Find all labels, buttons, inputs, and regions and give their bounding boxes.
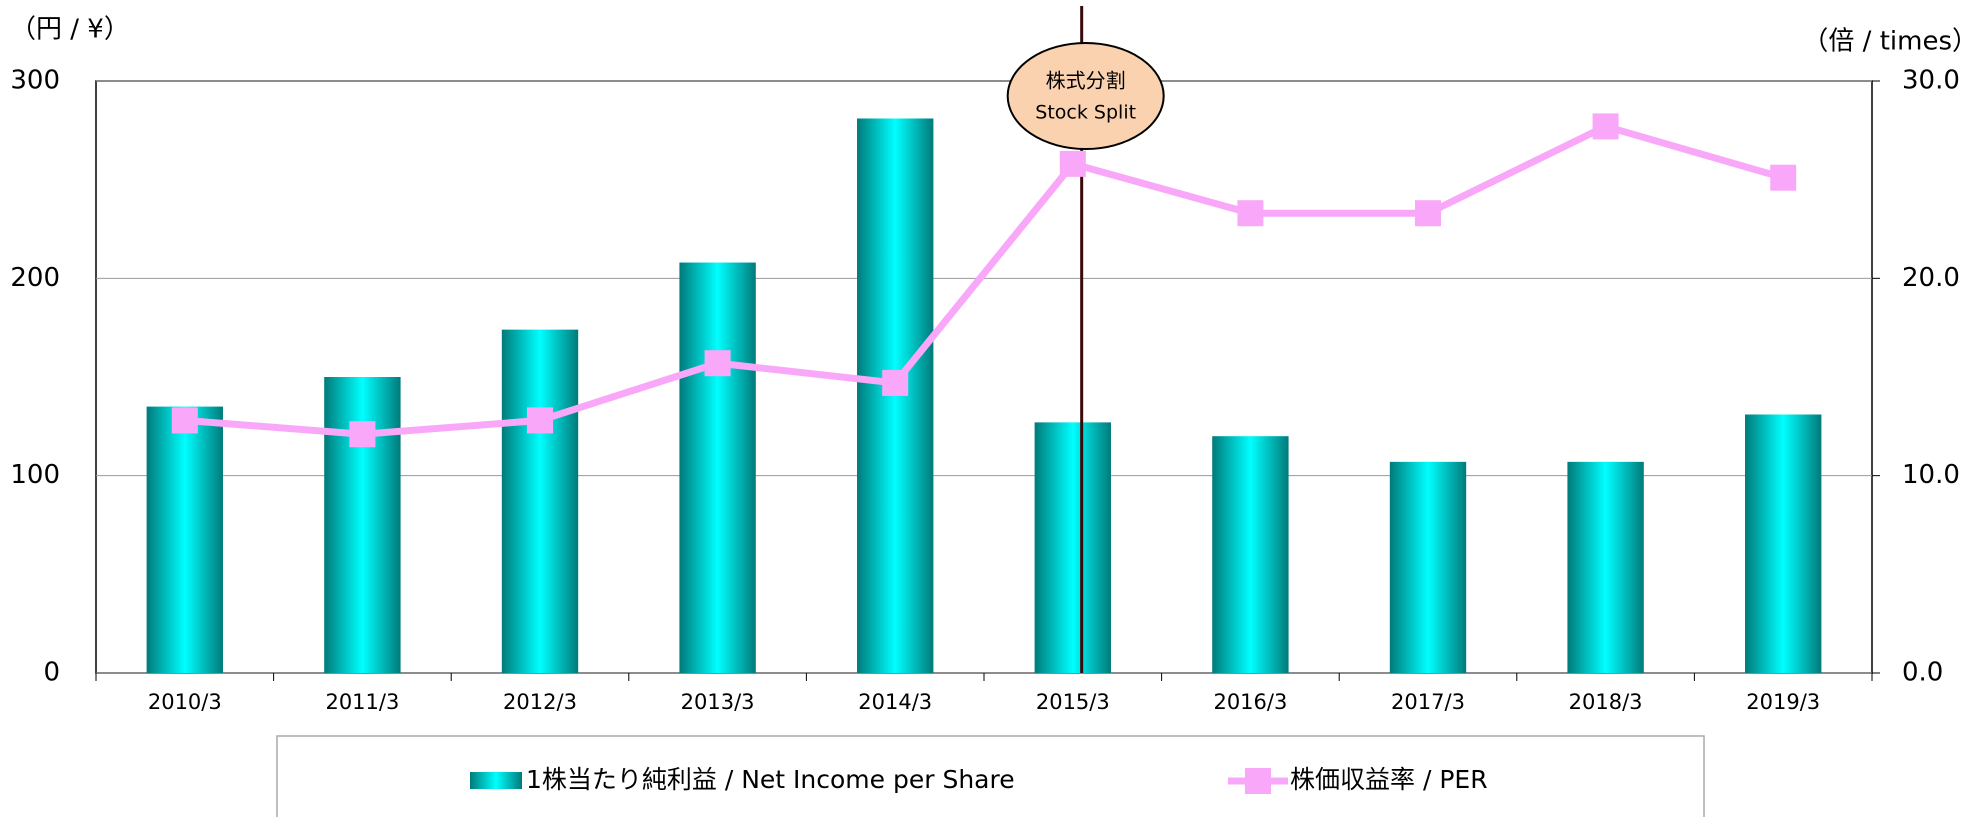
y-tick-label: 0 <box>43 658 60 688</box>
bar <box>1389 461 1467 673</box>
marker <box>704 350 731 377</box>
y2-tick-label: 30.0 <box>1902 66 1960 96</box>
marker <box>171 407 198 434</box>
x-tick-label: 2017/3 <box>1391 690 1465 714</box>
x-tick-label: 2014/3 <box>858 690 932 714</box>
marker <box>1770 164 1797 191</box>
y-tick-label: 300 <box>10 66 60 96</box>
bar <box>679 262 756 673</box>
x-tick-label: 2013/3 <box>681 690 755 714</box>
x-tick-label: 2015/3 <box>1036 690 1110 714</box>
x-tick-label: 2011/3 <box>325 690 399 714</box>
y2-tick-label: 20.0 <box>1902 263 1960 293</box>
y-tick-label: 100 <box>10 460 60 490</box>
y-tick-label: 200 <box>10 263 60 293</box>
x-tick-label: 2012/3 <box>503 690 577 714</box>
y2-unit: （倍 / times） <box>1802 27 1978 57</box>
marker <box>527 407 553 434</box>
line <box>184 122 1785 438</box>
bar <box>1212 436 1289 673</box>
x-tick-label: 2018/3 <box>1569 690 1643 714</box>
annotation: Stock Split <box>1035 102 1136 124</box>
bar <box>1745 414 1822 673</box>
x-tick-label: 2019/3 <box>1746 690 1820 714</box>
bar <box>146 406 223 673</box>
y2-tick-label: 10.0 <box>1902 460 1960 490</box>
legend-label: 株価収益率 / PER <box>1290 765 1488 794</box>
x-tick-label: 2010/3 <box>148 690 222 714</box>
legend-swatch <box>470 772 522 789</box>
legend-swatch <box>1245 768 1271 794</box>
marker <box>1592 113 1619 140</box>
y2-tick-label: 0.0 <box>1902 658 1943 688</box>
marker <box>1415 200 1441 227</box>
bar <box>501 329 579 673</box>
split-badge <box>1006 42 1165 150</box>
x-tick-label: 2016/3 <box>1213 690 1287 714</box>
marker <box>349 421 376 448</box>
marker <box>882 369 909 396</box>
bar <box>1567 461 1644 673</box>
legend-label: 1株当たり純利益 / Net Income per Share <box>526 765 1015 794</box>
annotation: 株式分割 <box>1046 69 1126 93</box>
marker <box>1237 200 1264 227</box>
bar <box>1034 422 1111 673</box>
y-unit: （円 / ¥） <box>10 15 130 45</box>
marker <box>1059 150 1086 177</box>
